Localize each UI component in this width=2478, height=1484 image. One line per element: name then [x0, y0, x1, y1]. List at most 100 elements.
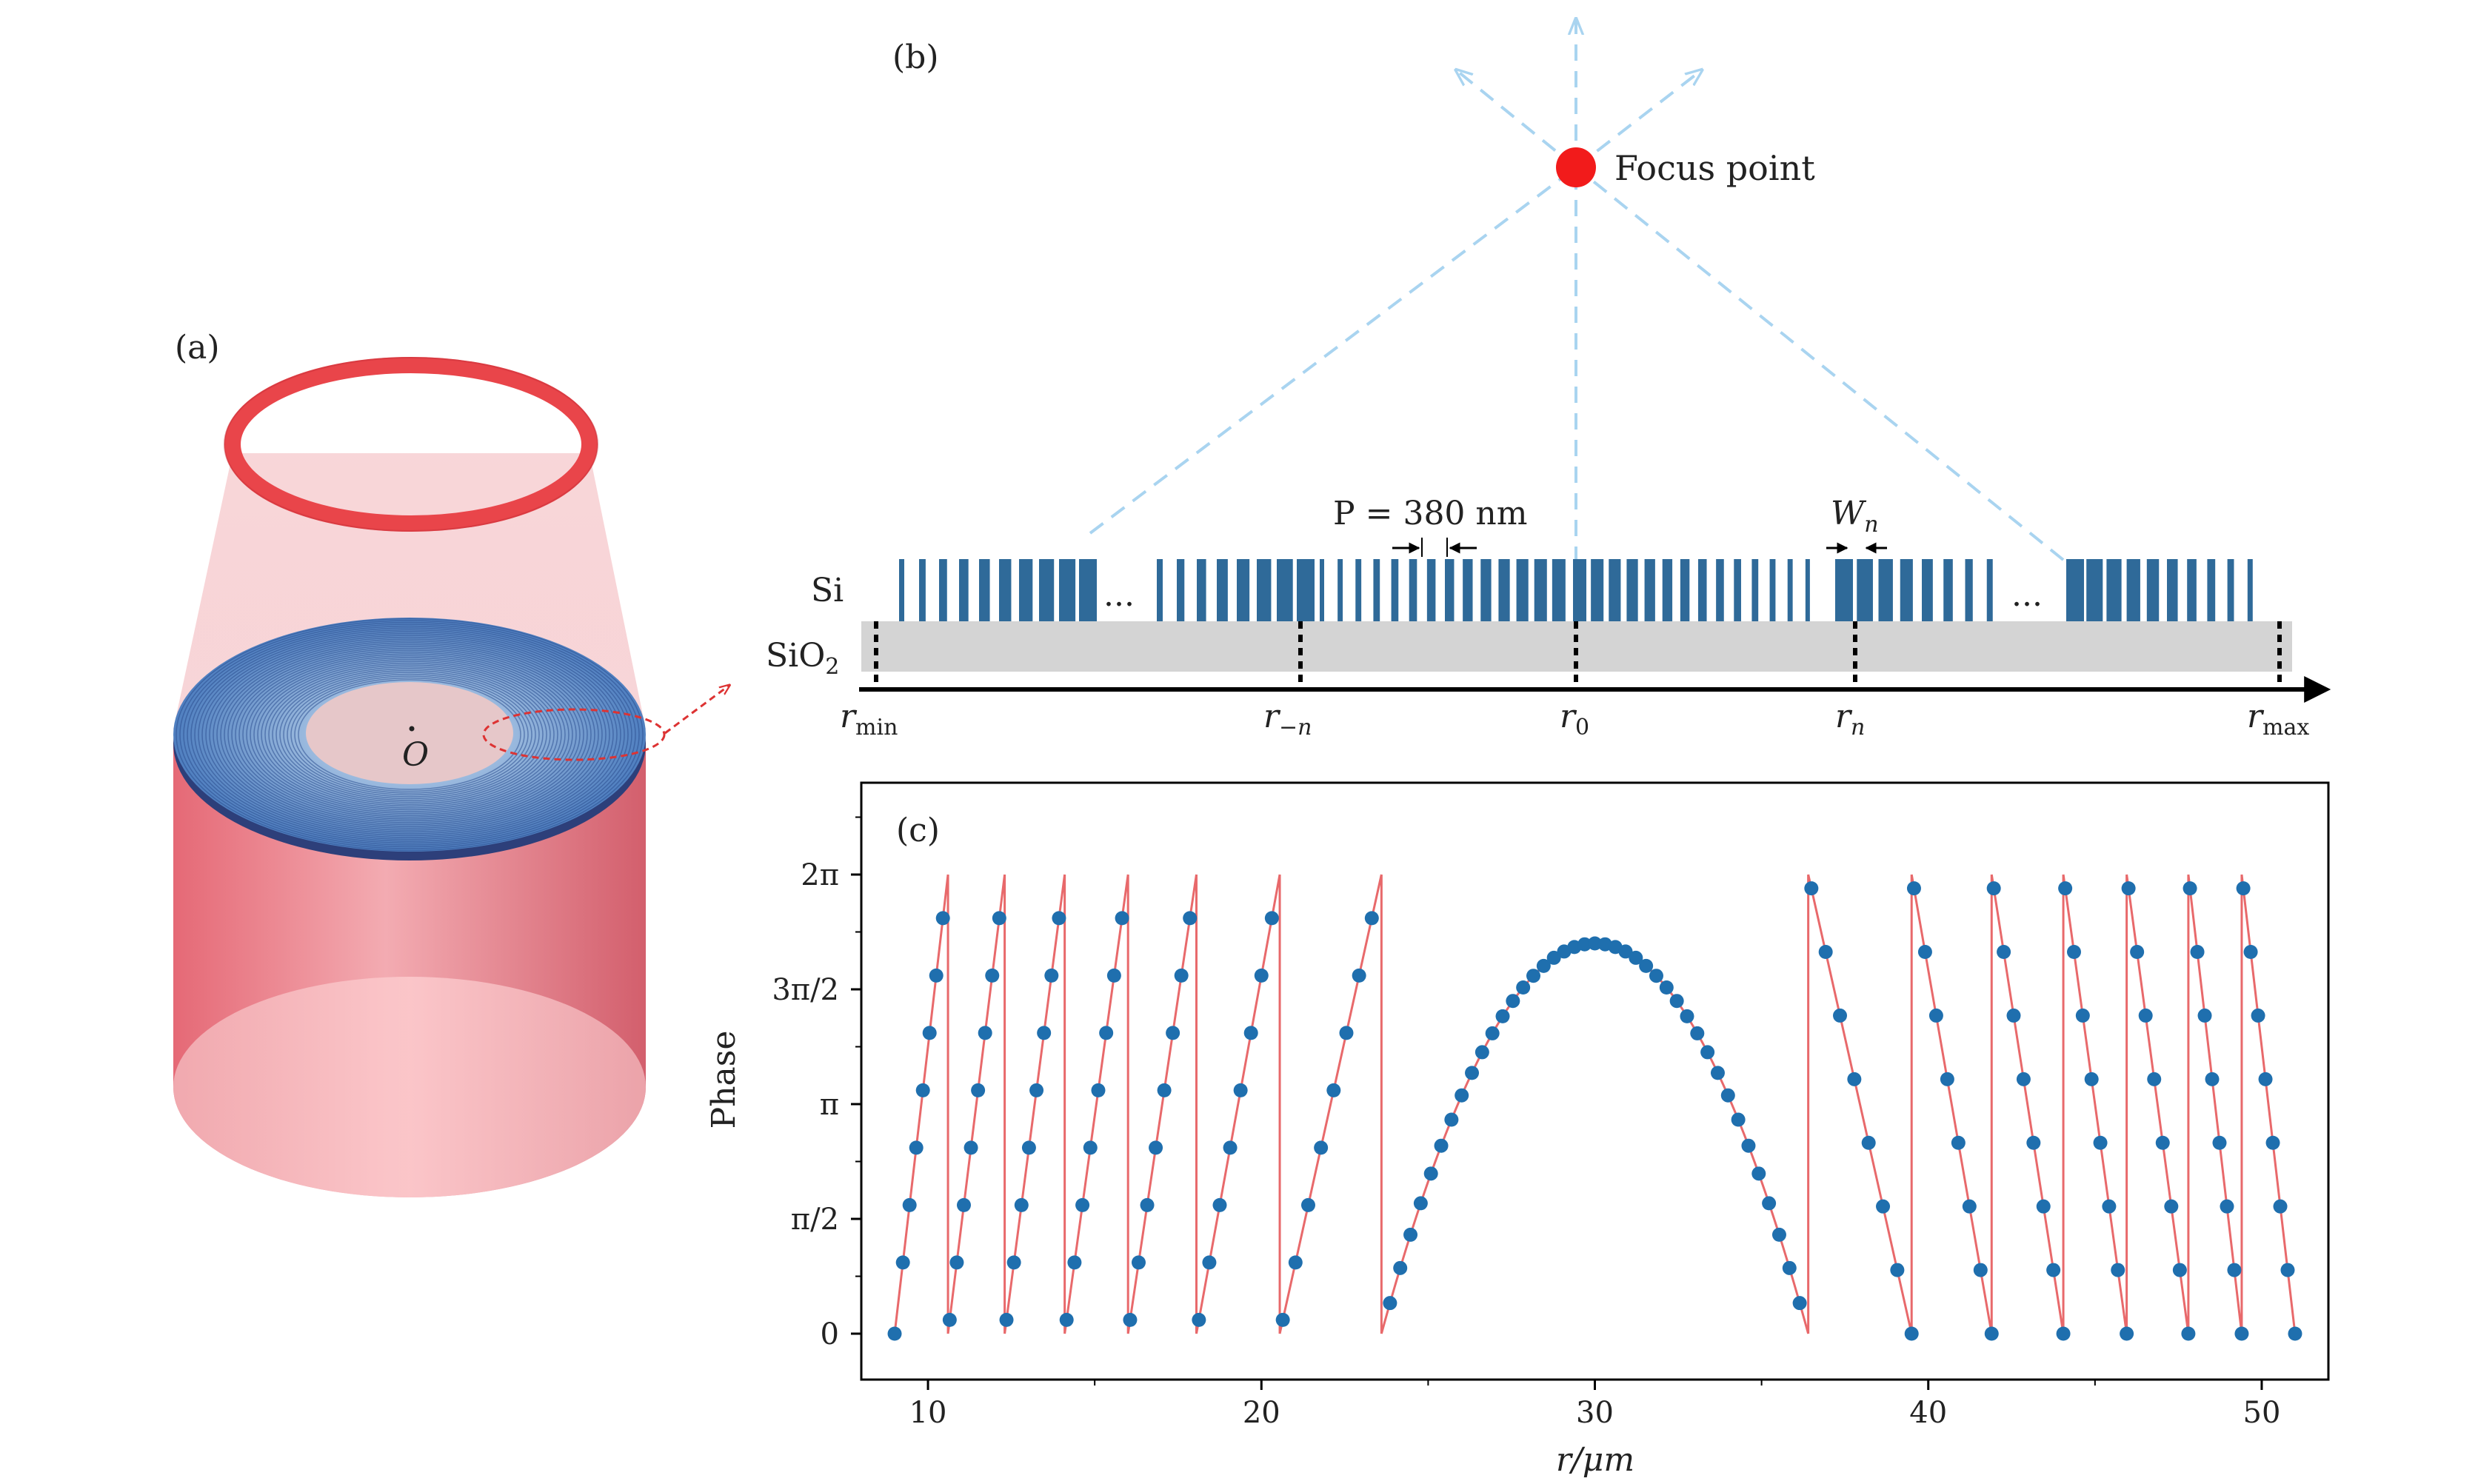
plot-frame: [860, 781, 2330, 1381]
phase-point: [1455, 1088, 1469, 1103]
phase-point: [1973, 1263, 1988, 1277]
phase-point: [1131, 1255, 1146, 1270]
phase-point: [1876, 1199, 1891, 1214]
si-bar: [1552, 559, 1566, 621]
si-bar: [2086, 559, 2103, 621]
phase-point: [999, 1312, 1014, 1327]
phase-point: [1629, 950, 1643, 965]
si-bar: [1573, 559, 1586, 621]
si-bar: [1644, 559, 1655, 621]
phase-point: [2084, 1072, 2099, 1086]
phase-point: [1804, 881, 1819, 896]
phase-point: [2102, 1199, 2117, 1214]
si-bar: [2247, 559, 2253, 621]
si-bar: [1769, 559, 1776, 621]
phase-point: [1917, 945, 1932, 960]
panel-c-label: (c): [896, 812, 940, 849]
phase-point: [1052, 911, 1066, 926]
si-bar: [2106, 559, 2122, 621]
phase-point: [2056, 1326, 2071, 1341]
phase-point: [1618, 944, 1633, 959]
phase-point: [1174, 968, 1189, 983]
phase-point: [2243, 945, 2258, 960]
si-bar: [1426, 559, 1436, 621]
grating-ring: [201, 631, 618, 838]
phase-point: [949, 1255, 964, 1270]
y-tick-label: π: [820, 1088, 839, 1122]
phase-point: [2288, 1326, 2302, 1341]
phase-point: [1536, 958, 1551, 973]
phase-point: [2036, 1199, 2051, 1214]
phase-point: [1326, 1083, 1341, 1097]
light-rays: [1089, 21, 2065, 563]
phase-point: [1782, 1260, 1797, 1275]
phase-point: [1475, 1045, 1489, 1060]
phase-point: [2258, 1072, 2273, 1086]
x-axis-label: r/μm: [1556, 1441, 1634, 1479]
si-bar: [939, 559, 947, 621]
disc-hole: [306, 682, 513, 784]
ray-out-left: [1457, 71, 1577, 169]
phase-point: [2220, 1199, 2234, 1214]
phase-point: [1403, 1227, 1418, 1242]
phase-point: [1986, 881, 2001, 896]
phase-point: [992, 911, 1006, 926]
si-bar: [1277, 559, 1293, 621]
phase-point: [2093, 1135, 2108, 1150]
zoom-arrow: [664, 686, 729, 735]
phase-point: [2147, 1072, 2162, 1086]
phase-point: [1690, 1026, 1705, 1040]
phase-point: [1680, 1009, 1694, 1023]
y-tick-label: 3π/2: [772, 973, 839, 1007]
y-ticks: 0 π/2 π 3π/2 2π: [772, 816, 861, 1351]
phase-point: [1192, 1312, 1206, 1327]
phase-point: [1762, 1196, 1777, 1211]
y-axis-label: Phase: [705, 1031, 743, 1129]
phase-point: [2075, 1008, 2090, 1023]
si-bar: [2207, 559, 2216, 621]
grating-ring: [298, 679, 521, 790]
phase-point: [985, 968, 1000, 983]
focus-label: Focus point: [1614, 148, 1815, 188]
si-bar: [2187, 559, 2197, 621]
x-ticks: 10 20 30 40 50: [909, 1380, 2281, 1430]
cylinder-base: [173, 977, 646, 1197]
phase-point: [971, 1083, 986, 1097]
phase-point: [1792, 1296, 1807, 1311]
phase-point: [1059, 1312, 1074, 1327]
phase-point: [1526, 969, 1541, 983]
si-bar: [1391, 559, 1399, 621]
phase-point: [1383, 1296, 1397, 1311]
si-bar: [1059, 559, 1076, 621]
phase-point: [964, 1140, 978, 1155]
phase-point: [1115, 911, 1129, 926]
x-tick-label: 20: [1243, 1396, 1280, 1430]
si-grating-bars: [899, 559, 2253, 621]
phase-point: [1212, 1197, 1227, 1212]
grating-ring: [275, 668, 544, 801]
si-bar: [1751, 559, 1759, 621]
si-bar: [1965, 559, 1973, 621]
phase-point: [1014, 1197, 1029, 1212]
phase-point: [1577, 937, 1592, 952]
phase-point: [1940, 1072, 1954, 1086]
si-bar: [1943, 559, 1953, 621]
si-bar: [1716, 559, 1724, 621]
grating-ring: [264, 662, 555, 807]
x-tick-label: 50: [2243, 1396, 2281, 1430]
grating-ring: [231, 646, 588, 823]
grating-ring: [283, 672, 536, 798]
phase-point: [1140, 1197, 1155, 1212]
si-label: Si: [811, 572, 844, 609]
red-ring: [224, 357, 598, 532]
grating-ring: [190, 625, 629, 844]
grating-ring: [227, 644, 592, 826]
phase-point: [1157, 1083, 1172, 1097]
phase-point: [1006, 1255, 1021, 1270]
phase-point: [1434, 1138, 1449, 1153]
phase-point: [1183, 911, 1198, 926]
panel-b: (b) Focus point Si SiO2 ... ... P = 380 …: [766, 21, 2331, 741]
grating-ring: [194, 627, 625, 842]
phase-point: [1546, 950, 1561, 965]
